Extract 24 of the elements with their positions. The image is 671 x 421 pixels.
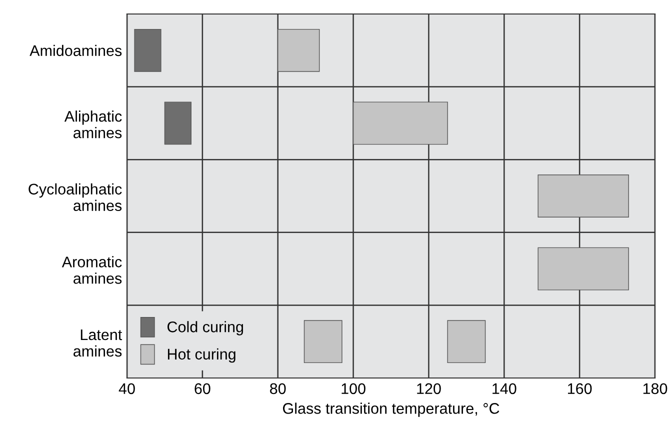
- x-tick-label: 100: [342, 383, 366, 394]
- bar: [164, 102, 192, 145]
- bar: [304, 320, 342, 364]
- legend-label: Hot curing: [168, 348, 236, 363]
- bar: [538, 247, 629, 290]
- x-tick-label: 180: [643, 383, 668, 394]
- x-tick-label: 120: [417, 383, 441, 394]
- x-tick-label: 140: [492, 383, 516, 394]
- x-tick-label: 60: [194, 383, 210, 394]
- bar: [278, 28, 320, 72]
- y-tick-label: Amidoamines: [30, 44, 122, 56]
- x-axis-title: Glass transition temperature, °C: [283, 402, 500, 417]
- y-tick-label: Cycloaliphatic amines: [28, 183, 122, 212]
- y-tick-label: Aliphatic amines: [64, 110, 122, 138]
- y-tick-label: Latent amines: [74, 330, 122, 357]
- legend-label: Cold curing: [168, 321, 244, 336]
- x-tick-label: 40: [118, 383, 135, 394]
- bar: [538, 174, 629, 218]
- y-tick-label: Aromatic amines: [62, 256, 122, 284]
- bar: [352, 102, 448, 145]
- bar: [134, 28, 162, 72]
- x-tick-label: 160: [568, 383, 592, 394]
- x-tick-label: 80: [270, 383, 286, 394]
- bar: [447, 320, 486, 364]
